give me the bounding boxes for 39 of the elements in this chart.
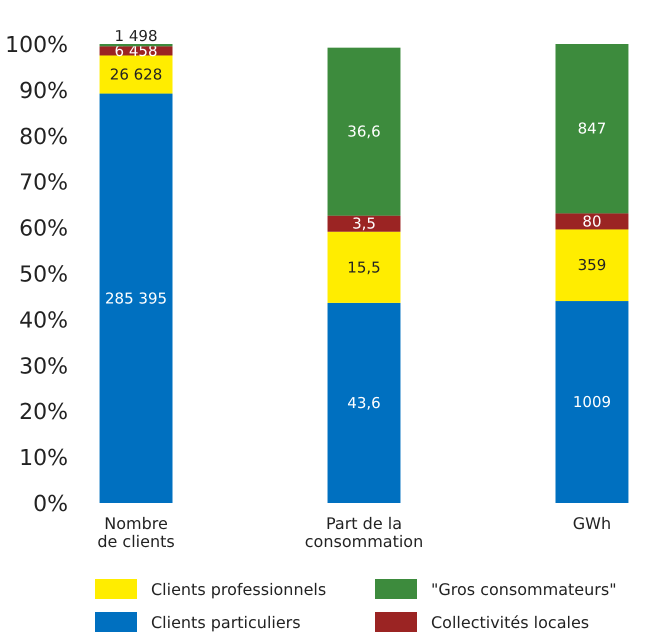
x-tick-label: Nombre de clients: [97, 514, 175, 551]
legend-label: "Gros consommateurs": [431, 580, 617, 599]
bar: [328, 216, 400, 232]
data-label: 15,5: [347, 258, 381, 276]
legend-label: Clients particuliers: [151, 613, 301, 632]
bar: [100, 94, 173, 503]
annotation: 359: [578, 256, 606, 274]
bar: [555, 301, 628, 503]
data-label: 43,6: [347, 394, 381, 412]
x-tick-label: GWh: [572, 514, 612, 533]
bar: [328, 302, 400, 503]
bar: [328, 232, 400, 303]
y-tick-label: 40%: [19, 308, 68, 334]
annotation: 285 395: [105, 289, 168, 308]
annotation: 1009: [572, 393, 612, 412]
y-tick-label: 10%: [19, 446, 68, 472]
bar: [555, 213, 628, 230]
y-tick-label: 50%: [19, 262, 68, 288]
legend-label: Collectivités locales: [431, 613, 590, 632]
bar: [555, 44, 628, 214]
y-tick-label: 20%: [19, 400, 68, 426]
annotation: 847: [578, 120, 606, 138]
text: 1 498: [114, 27, 158, 45]
bar: [100, 55, 173, 94]
y-tick-label: 60%: [19, 216, 68, 242]
y-tick-label: 90%: [19, 78, 68, 104]
legend-label: Clients professionnels: [151, 580, 326, 599]
x-tick-label: Part de la consommation: [304, 514, 424, 551]
y-tick-label: 80%: [19, 124, 68, 150]
data-label: 3,5: [352, 214, 376, 233]
annotation: 26 628: [110, 66, 162, 84]
data-label: 36,6: [347, 122, 381, 141]
bar: [328, 48, 400, 216]
bar: [555, 229, 628, 302]
annotation: 80: [582, 212, 602, 230]
y-tick-label: 100%: [5, 33, 68, 58]
y-tick-label: 0%: [33, 492, 68, 517]
y-tick-label: 70%: [19, 170, 68, 196]
y-tick-label: 30%: [19, 354, 68, 380]
